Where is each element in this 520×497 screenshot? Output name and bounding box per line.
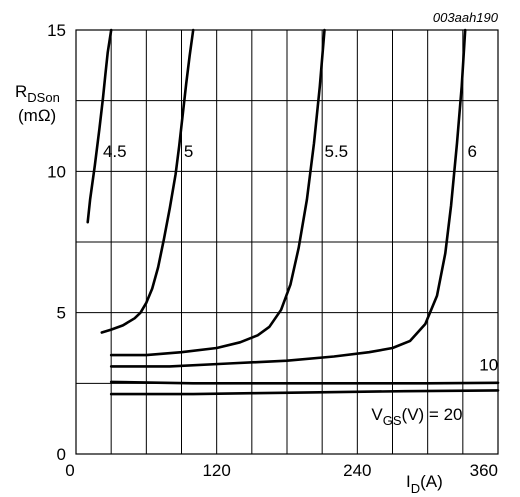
curve-vgs-5.5 — [109, 28, 326, 357]
curve-vgs-6 — [109, 28, 467, 368]
curve-vgs-10 — [109, 380, 500, 385]
curve-label: 6 — [468, 142, 477, 161]
x-axis-label: ID(A) — [406, 472, 443, 496]
curve-labels: 4.5 5 5.5 6 10 — [103, 142, 498, 374]
curve-label: 10 — [479, 356, 498, 375]
y-tick-label: 15 — [47, 21, 66, 40]
y-axis-label: RDSon (mΩ) — [15, 82, 60, 125]
x-tick-label: 120 — [202, 461, 230, 480]
tick-labels: 0 120 240 360 0 5 10 15 — [47, 21, 498, 480]
svg-text:VGS(V) = 20: VGS(V) = 20 — [371, 405, 462, 428]
x-tick-label: 240 — [343, 461, 371, 480]
x-tick-label: 0 — [65, 461, 74, 480]
reference-code: 003aah190 — [433, 10, 499, 25]
curve-vgs-20 — [109, 389, 500, 396]
curve-vgs-4.5 — [86, 28, 113, 224]
x-tick-label: 360 — [470, 461, 498, 480]
curve-label: 4.5 — [103, 142, 127, 161]
svg-text:RDSon: RDSon — [15, 82, 60, 105]
y-tick-label: 0 — [57, 445, 66, 464]
curve-label: 5.5 — [325, 142, 349, 161]
vgs-label: VGS(V) = 20 — [371, 405, 462, 428]
svg-text:(mΩ): (mΩ) — [18, 106, 56, 125]
curve-vgs-4.5 — [100, 28, 195, 334]
curve-label: 5 — [184, 142, 193, 161]
curves — [86, 28, 500, 396]
plot-frame — [75, 29, 499, 455]
y-tick-label: 5 — [57, 304, 66, 323]
svg-text:ID(A): ID(A) — [406, 472, 443, 496]
y-tick-label: 10 — [47, 162, 66, 181]
